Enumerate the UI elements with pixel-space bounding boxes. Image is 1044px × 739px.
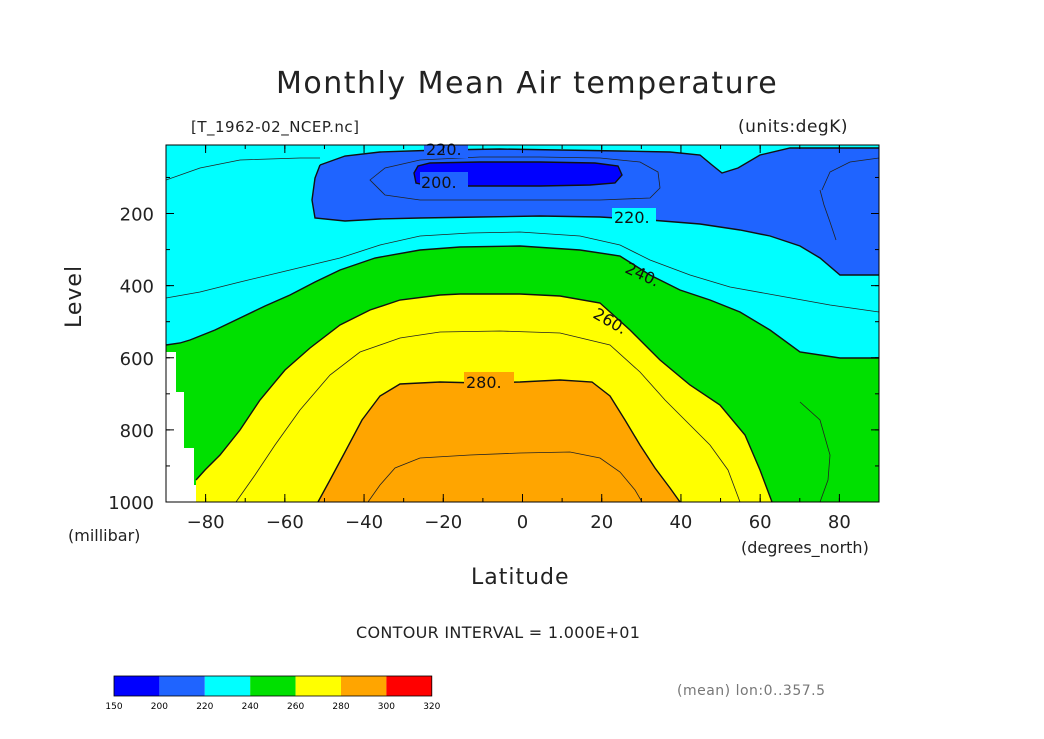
colorbar-swatch: [386, 676, 432, 696]
x-tick-label: −20: [424, 512, 462, 533]
colorbar-swatch: [341, 676, 387, 696]
x-axis-label: Latitude: [471, 565, 570, 590]
fill-280-300: [318, 380, 680, 502]
contour-label-280: 280.: [466, 373, 502, 392]
file-label: [T_1962-02_NCEP.nc]: [191, 118, 360, 136]
colorbar-swatch: [114, 676, 160, 696]
chart-title: Monthly Mean Air temperature: [276, 66, 779, 101]
x-tick-label: −60: [266, 512, 304, 533]
y-tick-label: 800: [120, 421, 154, 442]
y-tick-label: 600: [120, 349, 154, 370]
colorbar-label: 320: [423, 702, 440, 712]
label-bg: [464, 372, 514, 390]
major-contours: [166, 147, 879, 502]
colorbar-label: 220: [196, 702, 213, 712]
label-bg: [424, 145, 468, 158]
colorbar-label: 150: [105, 702, 122, 712]
x-tick-label: 20: [590, 512, 613, 533]
colorbar-label: 240: [242, 702, 259, 712]
contour-label-220-right: 220.: [614, 208, 650, 227]
contour-fills: [166, 145, 879, 502]
contour-lines: [166, 156, 879, 502]
y-axis-units: (millibar): [68, 526, 141, 545]
label-bg: [612, 208, 656, 226]
colorbar-swatch: [250, 676, 296, 696]
x-tick-label: 80: [828, 512, 851, 533]
colorbar-swatch: [295, 676, 341, 696]
y-tick-label: 1000: [108, 493, 154, 514]
contour-label-200: 200.: [421, 173, 457, 192]
colorbar-swatch: [204, 676, 251, 696]
colorbar-label: 300: [378, 702, 395, 712]
units-label: (units:degK): [738, 117, 848, 137]
axis-tick-labels: −80 −60 −40 −20 0 20 40 60 80 200 400 600 800 1000: [108, 205, 851, 533]
axis-ticks: [165, 145, 880, 503]
x-tick-label: 60: [749, 512, 772, 533]
x-tick-label: 40: [669, 512, 692, 533]
contour-label-220-top: 220.: [426, 140, 462, 159]
y-axis-label: Level: [62, 264, 87, 328]
x-tick-label: −40: [345, 512, 383, 533]
colorbar-swatch: [159, 676, 205, 696]
colorbar-label: 260: [287, 702, 304, 712]
colorbar-label: 200: [151, 702, 168, 712]
colorbar: 150 200 220 240 260 280 300 320: [105, 675, 441, 712]
y-tick-label: 400: [120, 277, 154, 298]
label-bg: [420, 172, 468, 190]
x-tick-label: 0: [517, 512, 528, 533]
x-tick-label: −80: [187, 512, 225, 533]
y-tick-label: 200: [120, 205, 154, 226]
colorbar-frame: [113, 675, 433, 697]
x-axis-units: (degrees_north): [741, 538, 869, 557]
missing-data: [166, 352, 196, 502]
contour-interval: CONTOUR INTERVAL = 1.000E+01: [356, 623, 641, 642]
colorbar-label: 280: [332, 702, 349, 712]
mean-note: (mean) lon:0..357.5: [677, 683, 826, 699]
